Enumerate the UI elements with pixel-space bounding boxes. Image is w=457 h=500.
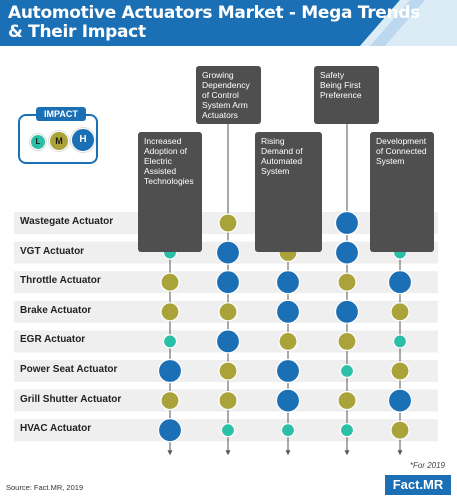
- impact-dot: [390, 420, 410, 440]
- footnote: *For 2019: [409, 461, 445, 470]
- impact-dot: [339, 423, 355, 438]
- row-label: VGT Actuator: [20, 245, 85, 257]
- trend-text: Assisted: [144, 166, 177, 176]
- connector-arrow-icon: [167, 450, 173, 456]
- connector-arrow-icon: [344, 450, 350, 456]
- trend-box-connected-system: Development of Connected System: [370, 132, 434, 252]
- trend-text: Adoption of: [144, 146, 188, 156]
- impact-dot: [162, 334, 178, 349]
- trend-headers: Increased Adoption of Electric Assisted …: [0, 60, 457, 252]
- impact-dot: [334, 240, 360, 265]
- impact-dot: [387, 388, 413, 413]
- trend-text: Technologies: [144, 176, 194, 186]
- trend-text: Demand of: [261, 146, 303, 156]
- impact-dot: [337, 272, 357, 292]
- row-label: Throttle Actuator: [20, 275, 101, 287]
- legend-high-dot: H: [71, 128, 95, 152]
- factmr-logo: Fact.MR: [385, 475, 451, 495]
- impact-dot: [215, 329, 241, 354]
- impact-dot: [334, 210, 360, 236]
- impact-dot: [387, 270, 413, 295]
- impact-dot: [334, 299, 360, 324]
- trend-text: Being First: [320, 80, 361, 90]
- row-label: Grill Shutter Actuator: [20, 393, 122, 405]
- row-label: Wastegate Actuator: [20, 216, 114, 227]
- trend-text: Growing: [202, 70, 234, 80]
- row-label: HVAC Actuator: [20, 423, 92, 435]
- impact-dot: [280, 423, 296, 438]
- trend-text: System Arm: [202, 100, 248, 110]
- impact-dot: [278, 331, 298, 351]
- impact-dot: [390, 361, 410, 381]
- trend-text: Actuators: [202, 110, 238, 120]
- legend-low-dot: L: [30, 134, 46, 150]
- chart-title-line1: Automotive Actuators Market - Mega Trend…: [8, 3, 421, 23]
- trend-text: Automated: [261, 156, 303, 166]
- impact-dot: [215, 240, 241, 265]
- trend-text: Rising: [261, 136, 285, 146]
- impact-dot: [218, 391, 238, 411]
- chart-title-line2: & Their Impact: [8, 22, 146, 42]
- connector-arrow-icon: [397, 450, 403, 456]
- impact-dot: [220, 423, 236, 438]
- impact-legend-title: IMPACT: [36, 107, 86, 121]
- impact-dot: [339, 363, 355, 379]
- impact-dot: [218, 213, 238, 233]
- impact-dot: [275, 270, 301, 295]
- impact-dot: [215, 270, 241, 295]
- trend-text: Development: [376, 136, 427, 146]
- trend-box-safety: Safety Being First Preference: [314, 66, 379, 124]
- trend-text: of Control: [202, 90, 239, 100]
- impact-legend: IMPACT L M H: [18, 107, 98, 164]
- impact-dot: [157, 358, 183, 384]
- impact-dot: [218, 302, 238, 322]
- source-note: Source: Fact.MR, 2019: [6, 483, 84, 492]
- impact-dot: [160, 272, 180, 292]
- trend-text: System: [261, 166, 290, 176]
- trend-text: Increased: [144, 136, 182, 146]
- impact-dot: [275, 299, 301, 324]
- impact-dot: [275, 358, 301, 384]
- title-banner: [0, 0, 457, 46]
- row-label: Power Seat Actuator: [20, 364, 118, 375]
- trend-text: Safety: [320, 70, 345, 80]
- trend-text: Preference: [320, 90, 362, 100]
- trend-box-electric-assisted: Increased Adoption of Electric Assisted …: [138, 132, 202, 252]
- impact-dot: [337, 331, 357, 351]
- impact-dot: [390, 302, 410, 322]
- trend-text: System: [376, 156, 405, 166]
- trend-text: Electric: [144, 156, 172, 166]
- impact-dot: [275, 388, 301, 413]
- impact-dot: [337, 391, 357, 411]
- impact-dot: [160, 302, 180, 322]
- impact-dot: [157, 418, 183, 443]
- trend-box-automated-system: Rising Demand of Automated System: [255, 132, 322, 252]
- impact-dot: [392, 334, 408, 349]
- connector-arrow-icon: [225, 450, 231, 456]
- row-label: EGR Actuator: [20, 334, 86, 346]
- trend-text: Dependency: [202, 80, 250, 90]
- trend-box-control-system: Growing Dependency of Control System Arm…: [196, 66, 261, 124]
- legend-medium-dot: M: [49, 131, 69, 151]
- impact-dot: [218, 361, 238, 381]
- row-label: Brake Actuator: [20, 304, 92, 316]
- connector-arrow-icon: [285, 450, 291, 456]
- impact-dot: [160, 391, 180, 411]
- trend-text: of Connected: [376, 146, 427, 156]
